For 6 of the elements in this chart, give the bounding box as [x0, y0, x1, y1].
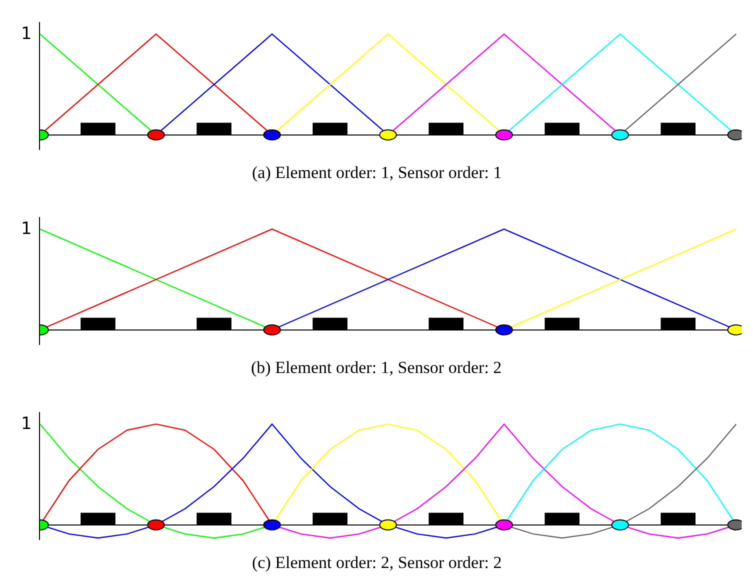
text: (c) Element order: 2, Sensor order: 2: [252, 553, 502, 572]
text: 1: [21, 414, 32, 434]
text: (a) Element order: 1, Sensor order: 1: [252, 163, 502, 182]
text: (b) Element order: 1, Sensor order: 2: [251, 358, 502, 377]
text: 1: [21, 24, 32, 44]
text: 1: [21, 219, 32, 239]
